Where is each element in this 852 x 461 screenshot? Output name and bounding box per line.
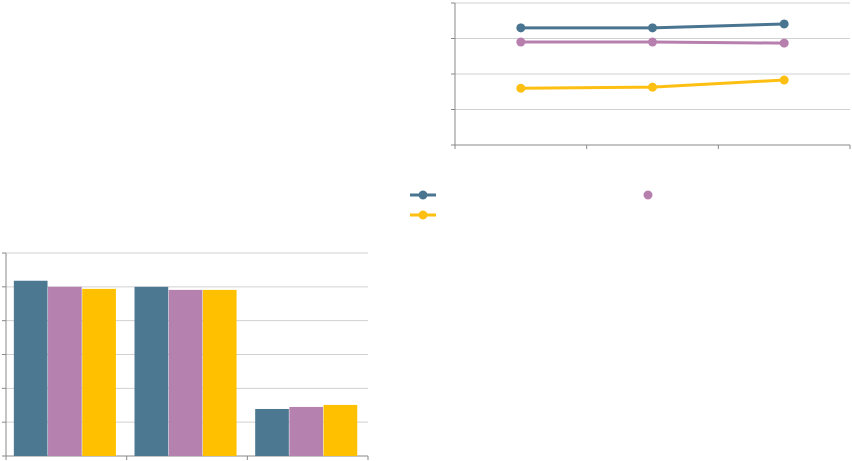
bar <box>289 406 324 456</box>
point <box>516 23 526 33</box>
bar <box>255 408 289 456</box>
bar <box>13 280 48 456</box>
point <box>516 83 526 93</box>
point <box>648 23 657 33</box>
point <box>648 82 657 92</box>
bar <box>134 286 169 456</box>
bar <box>323 404 358 456</box>
point <box>648 37 657 47</box>
legend-marker <box>643 190 653 200</box>
point <box>516 37 526 47</box>
bar <box>82 288 116 456</box>
point <box>779 75 789 85</box>
point <box>779 38 789 48</box>
legend-marker <box>418 210 428 220</box>
bar <box>202 289 237 456</box>
bar <box>168 289 203 456</box>
point <box>779 19 789 29</box>
legend-marker <box>418 190 428 200</box>
bar <box>48 286 82 456</box>
